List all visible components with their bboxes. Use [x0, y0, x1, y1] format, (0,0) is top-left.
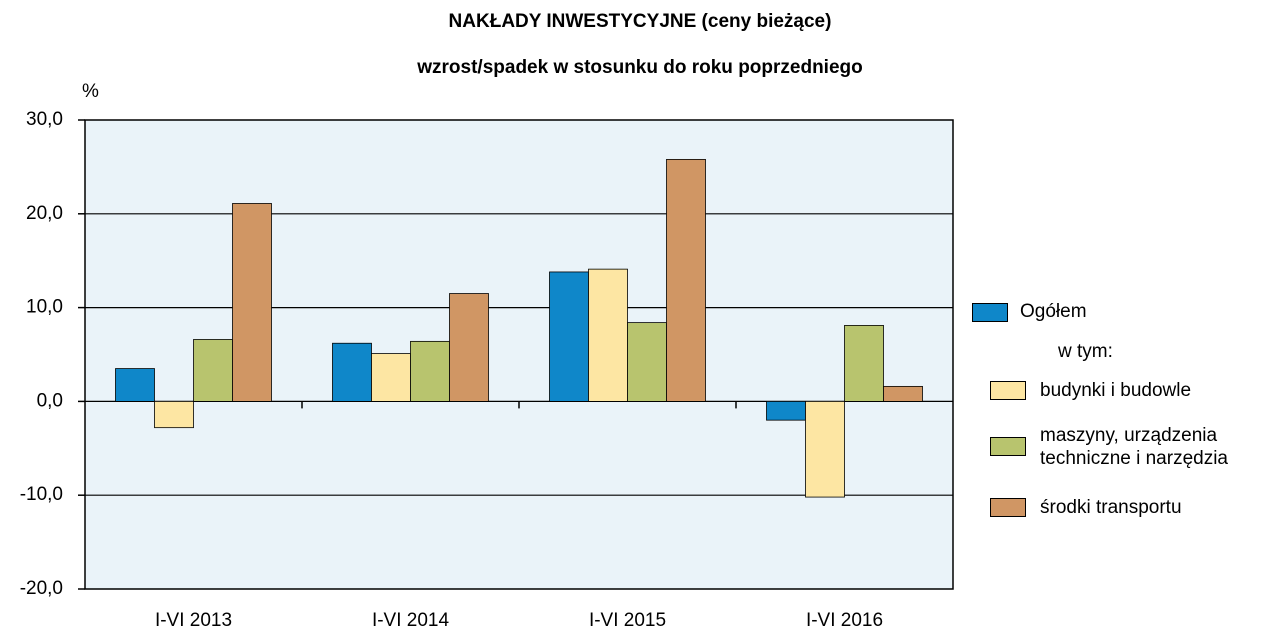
bar [332, 342, 372, 402]
y-tick-label: 20,0 [26, 203, 63, 224]
bar [627, 322, 667, 402]
x-tick-label: I-VI 2014 [372, 610, 450, 631]
y-tick-label: -20,0 [20, 578, 63, 599]
bar [844, 325, 884, 402]
legend-subtitle: w tym: [1058, 341, 1113, 362]
bar [232, 203, 272, 402]
bar [193, 339, 233, 402]
bar [883, 385, 923, 402]
bar [666, 158, 706, 402]
legend-label: budynki i budowle [1040, 380, 1192, 401]
chart-title: NAKŁADY INWESTYCYJNE (ceny bieżące) [449, 11, 832, 32]
legend-swatch [990, 498, 1026, 517]
bar [410, 340, 450, 402]
legend-swatch [972, 303, 1008, 322]
x-tick-label: I-VI 2015 [589, 610, 666, 631]
y-tick-label: 30,0 [26, 109, 63, 130]
bar [115, 368, 155, 402]
y-tick-label: 0,0 [37, 390, 63, 411]
legend-swatch [990, 381, 1026, 400]
chart-subtitle: wzrost/spadek w stosunku do roku poprzed… [416, 57, 863, 78]
legend-swatch [990, 437, 1026, 456]
bar [766, 400, 806, 421]
legend-label: Ogółem [1020, 301, 1087, 322]
x-tick-label: I-VI 2013 [155, 610, 232, 631]
y-tick-label: 10,0 [26, 297, 63, 318]
bar [805, 400, 845, 498]
bar [371, 353, 411, 402]
legend-label: maszyny, urządzenia techniczne i narzędz… [1040, 425, 1228, 469]
bar [549, 271, 589, 402]
legend-label: środki transportu [1040, 497, 1182, 518]
y-axis-label: % [82, 81, 99, 102]
x-tick-label: I-VI 2016 [806, 610, 883, 631]
bar [449, 293, 489, 402]
bar [588, 268, 628, 402]
y-tick-label: -10,0 [20, 484, 63, 505]
bar [154, 400, 194, 429]
